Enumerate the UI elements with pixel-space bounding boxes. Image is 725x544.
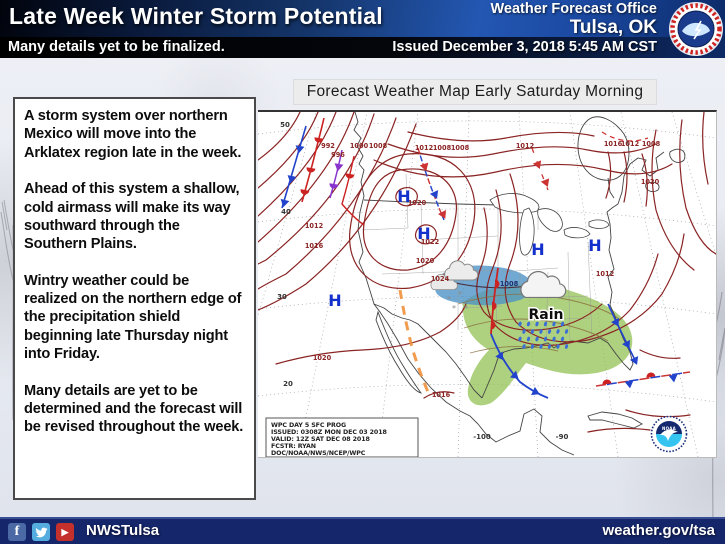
subheader-bar: Many details yet to be finalized. xyxy=(0,37,725,58)
twitter-icon[interactable] xyxy=(32,523,50,541)
svg-text:1008: 1008 xyxy=(369,142,388,150)
forecast-map: * * * * * Rain 992 996 1000 1008 1012 1016 1012 100… xyxy=(217,110,725,458)
svg-text:*: * xyxy=(447,295,451,304)
rain-symbols xyxy=(518,321,569,349)
social-handle: NWSTulsa xyxy=(86,522,160,539)
facebook-icon[interactable]: f xyxy=(8,523,26,541)
svg-text:H: H xyxy=(417,224,430,243)
svg-text:1024: 1024 xyxy=(431,275,450,283)
svg-text:1012: 1012 xyxy=(415,144,434,152)
svg-text:ISSUED: 0308Z MON DEC 03 2018: ISSUED: 0308Z MON DEC 03 2018 xyxy=(271,429,387,436)
svg-text:1012: 1012 xyxy=(305,222,324,230)
social-icons: f ▶ xyxy=(8,523,74,541)
svg-text:1012: 1012 xyxy=(516,142,535,150)
svg-text:1008: 1008 xyxy=(433,144,452,152)
svg-text:*: * xyxy=(469,297,473,306)
svg-text:1016: 1016 xyxy=(432,391,451,399)
svg-text:1020: 1020 xyxy=(416,257,435,265)
svg-text:DOC/NOAA/NWS/NCEP/WPC: DOC/NOAA/NWS/NCEP/WPC xyxy=(271,450,366,457)
svg-text:1020: 1020 xyxy=(641,178,660,186)
svg-text:992: 992 xyxy=(321,142,335,150)
svg-text:40: 40 xyxy=(281,208,291,216)
svg-text:*: * xyxy=(464,304,468,313)
svg-text:1000: 1000 xyxy=(350,142,369,150)
svg-text:1008: 1008 xyxy=(642,140,661,148)
office-location: Tulsa, OK xyxy=(569,16,657,38)
isobars xyxy=(257,111,717,433)
noaa-logo: NOAA xyxy=(650,415,688,453)
svg-text:*: * xyxy=(458,290,462,299)
svg-text:50: 50 xyxy=(280,121,290,129)
svg-text:*: * xyxy=(452,304,456,313)
svg-text:-100: -100 xyxy=(473,433,491,441)
summary-paragraph: Wintry weather could be realized on the … xyxy=(24,272,242,363)
svg-text:30: 30 xyxy=(277,293,287,301)
header-bar: Late Week Winter Storm Potential Weather… xyxy=(0,0,725,39)
lat-lon-labels: 50 40 30 20 -100 -90 xyxy=(277,121,568,441)
svg-text:H: H xyxy=(397,187,410,206)
website-url: weather.gov/tsa xyxy=(602,522,715,539)
svg-text:VALID: 12Z SAT DEC 08 2018: VALID: 12Z SAT DEC 08 2018 xyxy=(271,436,370,443)
storm-summary-box: A storm system over northern Mexico will… xyxy=(13,97,256,500)
high-pressure-symbols: HHH HH xyxy=(328,187,601,310)
svg-text:1012: 1012 xyxy=(596,270,615,278)
svg-text:1016: 1016 xyxy=(604,140,623,148)
svg-text:20: 20 xyxy=(283,380,293,388)
svg-text:1008: 1008 xyxy=(451,144,470,152)
precip-icons: **** * Rain xyxy=(430,260,569,349)
rain-area-label: Rain xyxy=(529,307,564,323)
map-title: Forecast Weather Map Early Saturday Morn… xyxy=(293,79,657,105)
youtube-icon[interactable]: ▶ xyxy=(56,523,74,541)
issued-timestamp: Issued December 3, 2018 5:45 AM CST xyxy=(392,39,657,55)
summary-paragraph: Many details are yet to be determined an… xyxy=(24,382,244,436)
svg-text:-90: -90 xyxy=(556,433,569,441)
trough-line xyxy=(398,289,432,397)
page-title: Late Week Winter Storm Potential xyxy=(9,3,383,29)
footer-bar: f ▶ NWSTulsa weather.gov/tsa xyxy=(0,517,725,544)
office-block: Weather Forecast Office Tulsa, OK xyxy=(490,1,657,39)
svg-text:1008: 1008 xyxy=(500,280,519,288)
nws-logo xyxy=(669,2,723,56)
summary-paragraph: A storm system over northern Mexico will… xyxy=(24,108,242,161)
snow-symbols: **** * xyxy=(447,290,473,313)
svg-text:1016: 1016 xyxy=(305,242,324,250)
fronts xyxy=(278,117,691,399)
great-lakes xyxy=(489,193,610,256)
svg-text:996: 996 xyxy=(331,151,345,159)
svg-text:H: H xyxy=(531,240,544,259)
svg-text:1020: 1020 xyxy=(408,199,427,207)
svg-text:1012: 1012 xyxy=(621,140,640,148)
svg-text:H: H xyxy=(588,236,601,255)
svg-text:WPC DAY 5 SFC PROG: WPC DAY 5 SFC PROG xyxy=(271,422,346,429)
svg-text:1022: 1022 xyxy=(421,238,440,246)
summary-paragraph: Ahead of this system a shallow, cold air… xyxy=(24,181,240,253)
svg-text:NOAA: NOAA xyxy=(662,426,677,431)
svg-text:1020: 1020 xyxy=(313,354,332,362)
svg-text:FCSTR: RYAN: FCSTR: RYAN xyxy=(271,443,316,450)
office-name: Weather Forecast Office xyxy=(490,1,657,17)
svg-text:H: H xyxy=(328,291,341,310)
tagline: Many details yet to be finalized. xyxy=(8,39,225,55)
